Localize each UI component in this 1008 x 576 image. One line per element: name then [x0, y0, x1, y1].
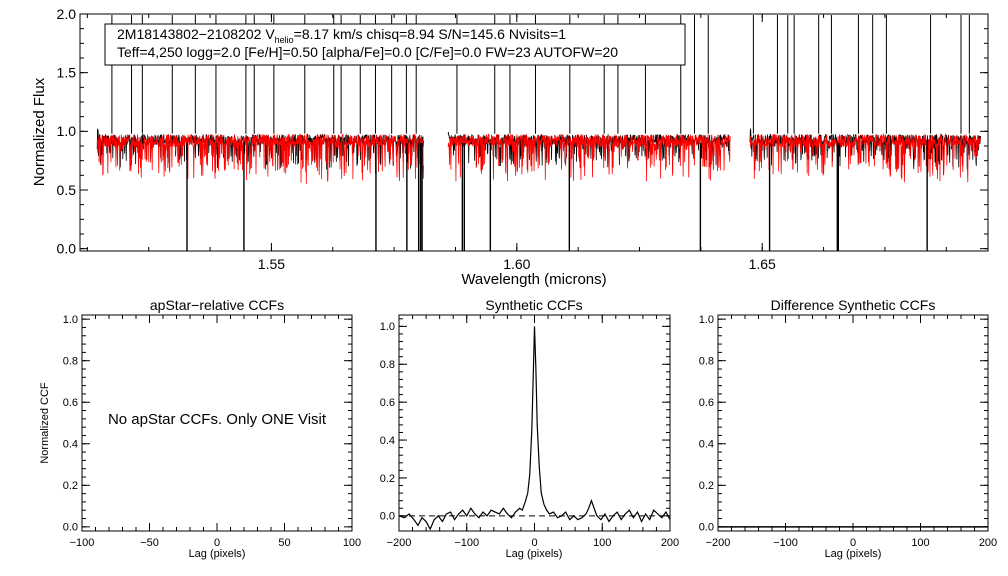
apstar-x-tick-label: −50 — [140, 537, 159, 549]
spectrum-info-box: 2M18143802−2108202 Vhelio=8.17 km/s chis… — [104, 23, 686, 66]
apstar-x-tick-label: 50 — [278, 537, 290, 549]
synthetic-y-tick-label: 0.6 — [380, 397, 395, 409]
apstar-y-ticks: 0.0 0.2 0.4 0.6 0.8 1.0 — [63, 314, 352, 534]
difference-y-tick-label: 0.8 — [699, 356, 714, 368]
synthetic-x-axis-label: Lag (pixels) — [506, 548, 563, 560]
apstar-y-tick-label: 0.8 — [63, 356, 78, 368]
synthetic-y-tick-label: 0.8 — [380, 359, 395, 371]
synthetic-x-tick-label: −200 — [387, 537, 412, 549]
apstar-y-tick-label: 0.0 — [63, 522, 78, 534]
difference-x-ticks: −200 −100 0 100 200 — [706, 315, 997, 549]
difference-panel-title: Difference Synthetic CCFs — [771, 297, 936, 313]
synthetic-y-tick-label: 1.0 — [380, 321, 395, 333]
apstar-y-tick-label: 0.4 — [63, 439, 78, 451]
synthetic-x-tick-label: −100 — [454, 537, 479, 549]
synthetic-x-tick-label: 0 — [531, 537, 537, 549]
synthetic-ccf-line — [398, 326, 671, 531]
apstar-x-tick-label: 100 — [343, 537, 361, 549]
info-box-line-1-values: =8.17 km/s chisq=8.94 S/N=145.6 Nvisits=… — [294, 26, 567, 42]
difference-y-tick-label: 0.2 — [699, 480, 714, 492]
apstar-y-axis-label: Normalized CCF — [39, 382, 51, 464]
apstar-y-tick-label: 0.2 — [63, 480, 78, 492]
difference-x-tick-label: 0 — [850, 537, 856, 549]
synthetic-y-tick-label: 0.2 — [380, 473, 395, 485]
spectrum-x-ticks: 1.55 1.60 1.65 — [86, 14, 947, 272]
apstar-panel-title: apStar−relative CCFs — [150, 297, 284, 313]
no-ccf-annotation: No apStar CCFs. Only ONE Visit — [108, 411, 327, 428]
difference-x-tick-label: −100 — [773, 537, 798, 549]
apstar-x-tick-label: 0 — [214, 537, 220, 549]
synthetic-ccf-plot-area — [398, 326, 671, 531]
difference-y-ticks: 0.0 0.2 0.4 0.6 0.8 1.0 — [699, 314, 988, 534]
synthetic-x-ticks: −200 −100 0 100 200 — [387, 315, 679, 549]
difference-y-tick-label: 1.0 — [699, 314, 714, 326]
spectrum-x-axis-label: Wavelength (microns) — [461, 271, 606, 288]
difference-x-tick-label: 200 — [979, 537, 997, 549]
difference-y-tick-label: 0.4 — [699, 439, 714, 451]
difference-y-tick-label: 0.0 — [699, 522, 714, 534]
spectrum-y-tick-label: 1.5 — [57, 65, 77, 81]
vhelio-symbol: V — [265, 26, 275, 42]
spectrum-series-synthetic-chip-2 — [447, 133, 731, 182]
apstar-x-ticks: −100 −50 0 50 100 — [70, 315, 361, 549]
vhelio-subscript: helio — [275, 35, 294, 45]
difference-ccf-panel: −200 −100 0 100 200 0.0 0.2 0.4 0.6 0.8 1.0 Diffe… — [699, 297, 997, 560]
spectrum-y-tick-label: 2.0 — [57, 6, 77, 22]
synthetic-x-tick-label: 200 — [661, 537, 679, 549]
difference-x-axis-label: Lag (pixels) — [825, 548, 882, 560]
spectrum-y-tick-label: 0.0 — [57, 241, 77, 257]
spectrum-y-axis-label: Normalized Flux — [31, 77, 48, 186]
apstar-x-tick-label: −100 — [70, 537, 95, 549]
spectrum-y-tick-label: 1.0 — [57, 123, 77, 139]
synthetic-x-tick-label: 100 — [593, 537, 611, 549]
difference-y-tick-label: 0.6 — [699, 397, 714, 409]
info-box-frame — [104, 23, 686, 66]
apstar-y-tick-label: 0.6 — [63, 397, 78, 409]
difference-x-tick-label: 100 — [911, 537, 929, 549]
apstar-y-tick-label: 1.0 — [63, 314, 78, 326]
synthetic-ccf-panel: −200 −100 0 100 200 0.0 0.2 0.4 0.6 0.8 1.0 Synth… — [380, 297, 679, 560]
info-box-line-2: Teff=4,250 logg=2.0 [Fe/H]=0.50 [alpha/F… — [117, 44, 618, 60]
spectrum-series-synthetic-chip-1 — [96, 132, 424, 184]
info-box-line-1: 2M18143802−2108202 Vhelio=8.17 km/s chis… — [117, 26, 566, 45]
spectrum-x-tick-label: 1.65 — [749, 256, 776, 272]
difference-x-tick-label: −200 — [706, 537, 731, 549]
synthetic-y-ticks: 0.0 0.2 0.4 0.6 0.8 1.0 — [380, 318, 670, 523]
spectrum-series-synthetic-chip-3 — [749, 132, 982, 183]
spectrum-x-tick-label: 1.55 — [258, 256, 285, 272]
star-id: 2M18143802−2108202 — [117, 26, 262, 42]
spectrum-axes-frame — [79, 13, 989, 252]
synthetic-y-tick-label: 0.4 — [380, 435, 395, 447]
spectrum-x-tick-label: 1.60 — [503, 256, 530, 272]
synthetic-y-tick-label: 0.0 — [380, 511, 395, 523]
synthetic-panel-title: Synthetic CCFs — [485, 297, 582, 313]
apstar-x-axis-label: Lag (pixels) — [189, 548, 246, 560]
spectrum-y-ticks: 0.0 0.5 1.0 1.5 2.0 — [57, 6, 988, 257]
spectrum-panel: 1.55 1.60 1.65 0.0 0.5 1.0 1.5 2.0 Wavelength … — [31, 6, 989, 288]
apstar-ccf-panel: −100 −50 0 50 100 0.0 0.2 0.4 0.6 0.8 1.0 apStar−… — [39, 297, 361, 560]
spectrum-y-tick-label: 0.5 — [57, 182, 77, 198]
